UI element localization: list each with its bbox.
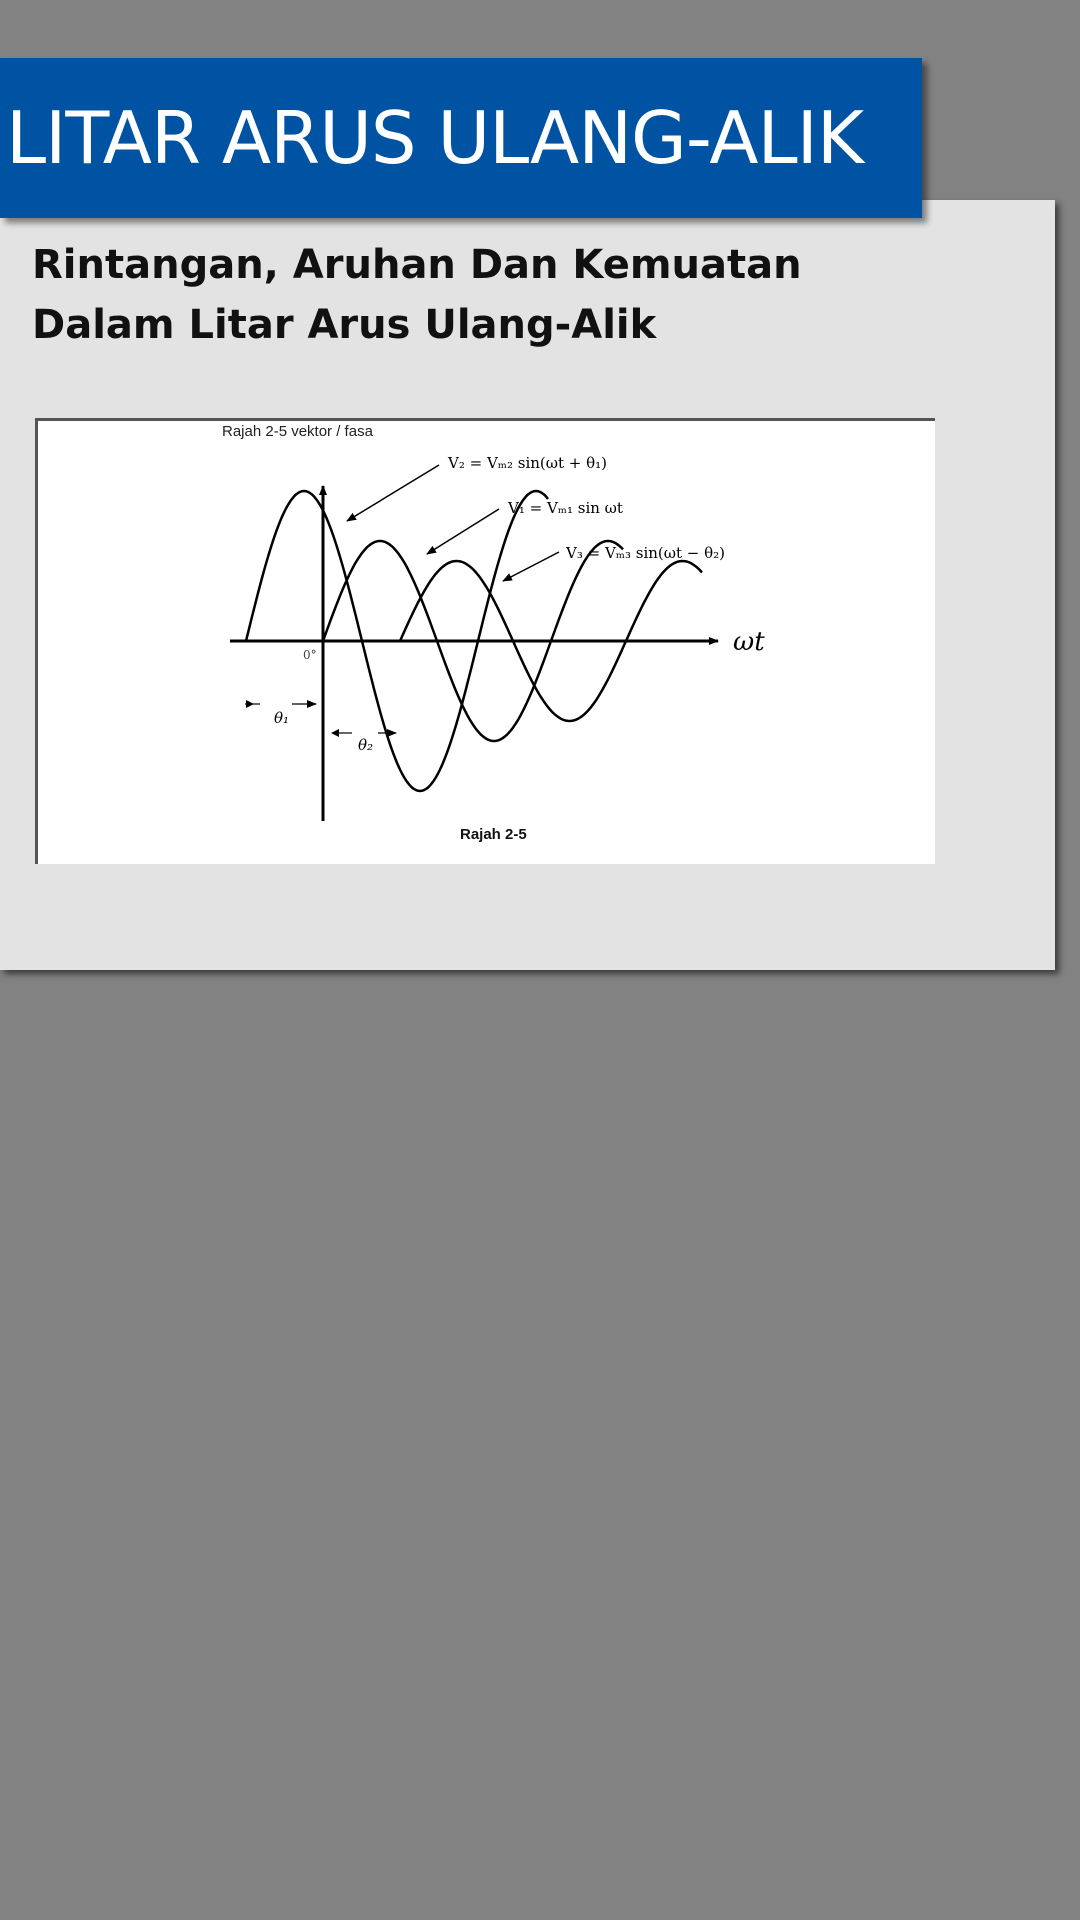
curve-v2 [244, 489, 549, 793]
subtitle-line-1: Rintangan, Aruhan Dan Kemuatan [32, 242, 802, 288]
phase-diagram: Rajah 2-5 vektor / fasa ωt 0° V₂ = Vₘ₂ s… [222, 423, 765, 843]
theta1-arrowhead-left [246, 700, 254, 708]
theta1-label: θ₁ [274, 709, 289, 727]
title-banner: LITAR ARUS ULANG-ALIK [0, 58, 922, 218]
v2-leader-arrow [346, 464, 440, 522]
v3-leader-arrow [502, 551, 560, 582]
theta2-label: θ₂ [358, 736, 373, 754]
subtitle-line-2: Dalam Litar Arus Ulang-Alik [32, 302, 657, 348]
equation-v3: V₃ = Vₘ₃ sin(ωt − θ₂) [565, 544, 725, 562]
equation-v2: V₂ = Vₘ₂ sin(ωt + θ₁) [447, 454, 607, 472]
slide-subtitle: Rintangan, Aruhan Dan Kemuatan Dalam Lit… [32, 235, 802, 355]
equation-v1: V₁ = Vₘ₁ sin ωt [507, 499, 623, 517]
figure-heading: Rajah 2-5 vektor / fasa [222, 423, 374, 440]
origin-label: 0° [303, 648, 317, 662]
theta2-arrowhead-left [331, 729, 339, 737]
slide-title: LITAR ARUS ULANG-ALIK [6, 96, 864, 180]
wt-axis-label: ωt [733, 627, 765, 657]
curve-v1 [321, 539, 624, 743]
v1-leader-arrow [426, 508, 500, 555]
curve-v3 [398, 559, 703, 723]
phase-diagram-figure: Rajah 2-5 vektor / fasa ωt 0° V₂ = Vₘ₂ s… [35, 418, 935, 864]
figure-caption: Rajah 2-5 [460, 826, 527, 843]
